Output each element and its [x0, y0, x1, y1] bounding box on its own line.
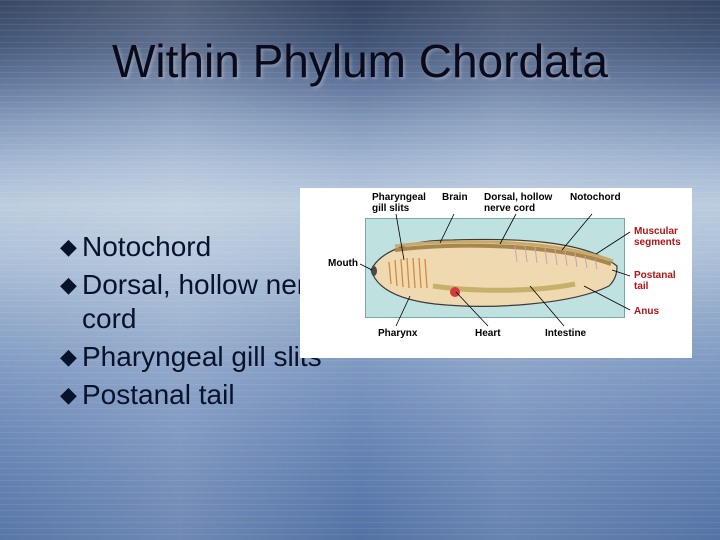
diagram-label: Intestine: [545, 328, 586, 339]
bullet-text: Notochord: [82, 230, 211, 264]
slide-title: Within Phylum Chordata: [0, 34, 720, 88]
bullet-marker-icon: ◆: [60, 340, 82, 374]
bullet-marker-icon: ◆: [60, 268, 82, 302]
diagram-label: Notochord: [570, 192, 621, 203]
diagram-label: Pharyngeal gill slits: [372, 192, 426, 214]
bullet-text: Pharyngeal gill slits: [82, 340, 322, 374]
diagram-label: Brain: [442, 192, 468, 203]
bullet-text: Postanal tail: [82, 378, 235, 412]
diagram-label: Anus: [634, 306, 659, 317]
diagram-label: Pharynx: [378, 328, 417, 339]
chordate-diagram: Pharyngeal gill slits Brain Dorsal, hollow…: [300, 188, 692, 358]
diagram-label: Muscular segments: [634, 226, 681, 248]
mouth: [371, 266, 377, 276]
diagram-label: Postanal tail: [634, 270, 676, 292]
diagram-label: Heart: [475, 328, 501, 339]
bullet-item: ◆Postanal tail: [60, 378, 360, 412]
diagram-label: Dorsal, hollow nerve cord: [484, 192, 552, 214]
bullet-marker-icon: ◆: [60, 230, 82, 264]
heart: [450, 287, 460, 297]
diagram-label: Mouth: [328, 258, 358, 269]
bullet-marker-icon: ◆: [60, 378, 82, 412]
